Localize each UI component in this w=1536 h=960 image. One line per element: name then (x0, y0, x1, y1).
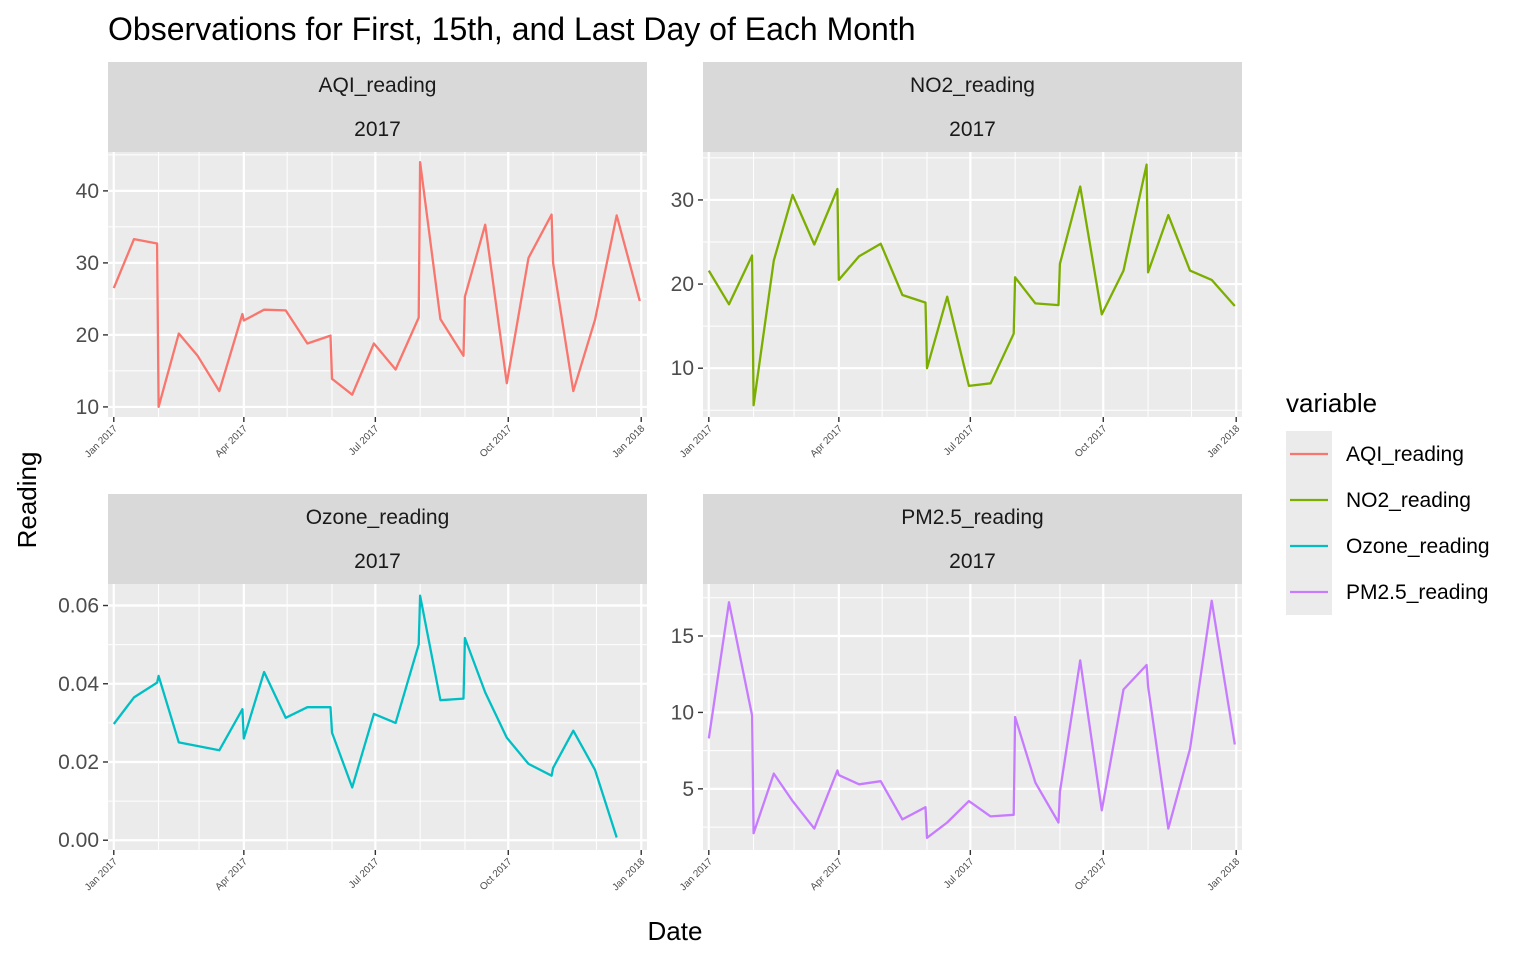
chart-title: Observations for First, 15th, and Last D… (108, 11, 916, 47)
legend: variable AQI_reading NO2_reading Ozone_rea… (1286, 388, 1490, 615)
x-tick-label: Jan 2017 (678, 423, 715, 460)
x-tick-label: Oct 2017 (1073, 423, 1110, 460)
x-tick-label: Apr 2017 (213, 423, 250, 460)
x-axis-title: Date (648, 916, 703, 946)
series-line (707, 599, 1236, 839)
facet-strip-year: 2017 (354, 118, 401, 141)
y-tick-label: 20 (76, 324, 99, 347)
legend-label: PM2.5_reading (1346, 581, 1488, 604)
facet-strip-label: PM2.5_reading (901, 506, 1043, 529)
facet-strip-label: AQI_reading (319, 74, 437, 97)
facet-strip (108, 494, 647, 584)
y-tick-label: 40 (76, 180, 99, 203)
x-tick-label: Jan 2017 (83, 856, 120, 893)
legend-label: NO2_reading (1346, 489, 1471, 512)
x-tick-label: Jan 2018 (610, 423, 647, 460)
x-tick-label: Jul 2017 (942, 856, 977, 891)
legend-entry: NO2_reading (1286, 477, 1471, 523)
y-tick-label: 30 (76, 252, 99, 275)
y-tick-label: 10 (671, 357, 694, 380)
legend-title: variable (1286, 388, 1377, 418)
facet-strip (703, 494, 1242, 584)
legend-keys: AQI_reading NO2_reading Ozone_reading PM2.5… (1286, 431, 1490, 615)
panel-background (108, 584, 647, 850)
legend-entry: Ozone_reading (1286, 523, 1490, 569)
x-tick-label: Jul 2017 (347, 423, 382, 458)
x-tick-label: Apr 2017 (213, 856, 250, 893)
y-tick-label: 5 (682, 778, 694, 801)
legend-label: Ozone_reading (1346, 535, 1490, 558)
x-tick-label: Jul 2017 (942, 423, 977, 458)
facet-strip-label: NO2_reading (910, 74, 1035, 97)
x-tick-label: Oct 2017 (478, 856, 515, 893)
facet-strip-label: Ozone_reading (306, 506, 450, 529)
x-tick-label: Jan 2017 (678, 856, 715, 893)
x-tick-label: Jan 2018 (1205, 856, 1242, 893)
facet-strip-year: 2017 (949, 550, 996, 573)
y-tick-label: 0.06 (58, 595, 99, 618)
x-tick-label: Oct 2017 (478, 423, 515, 460)
facet-strip-year: 2017 (354, 550, 401, 573)
y-tick-label: 15 (671, 625, 694, 648)
facet-strip (108, 62, 647, 152)
y-tick-label: 10 (671, 701, 694, 724)
series-line (112, 594, 618, 838)
x-tick-label: Jul 2017 (347, 856, 382, 891)
y-tick-label: 30 (671, 189, 694, 212)
series-line (112, 160, 641, 409)
x-tick-label: Apr 2017 (808, 856, 845, 893)
series-line (707, 163, 1236, 407)
x-tick-label: Apr 2017 (808, 423, 845, 460)
legend-entry: AQI_reading (1286, 431, 1464, 477)
x-tick-label: Jan 2017 (83, 423, 120, 460)
panel-aqi-reading: AQI_reading 2017 10 20 30 40 Jan 2017 Apr 2017 J… (76, 62, 648, 460)
y-tick-label: 10 (76, 396, 99, 419)
y-tick-label: 0.02 (58, 751, 99, 774)
legend-label: AQI_reading (1346, 443, 1464, 466)
x-tick-label: Oct 2017 (1073, 856, 1110, 893)
y-tick-label: 0.04 (58, 673, 99, 696)
facet-strip (703, 62, 1242, 152)
panel-ozone-reading: Ozone_reading 2017 0.00 0.02 0.04 0.06 Jan 201… (58, 494, 648, 893)
y-axis-title: Reading (12, 452, 42, 549)
facet-strip-year: 2017 (949, 118, 996, 141)
facet-panels: AQI_reading 2017 10 20 30 40 Jan 2017 Apr 2017 J… (58, 62, 1243, 893)
panel-no2-reading: NO2_reading 2017 10 20 30 Jan 2017 Apr 2017 Jul… (671, 62, 1243, 460)
panel-pm2-5-reading: PM2.5_reading 2017 5 10 15 Jan 2017 Apr 2017 Ju… (671, 494, 1243, 893)
panel-background (703, 584, 1242, 850)
y-tick-label: 20 (671, 273, 694, 296)
y-tick-label: 0.00 (58, 829, 99, 852)
x-tick-label: Jan 2018 (610, 856, 647, 893)
x-tick-label: Jan 2018 (1205, 423, 1242, 460)
legend-entry: PM2.5_reading (1286, 569, 1488, 615)
